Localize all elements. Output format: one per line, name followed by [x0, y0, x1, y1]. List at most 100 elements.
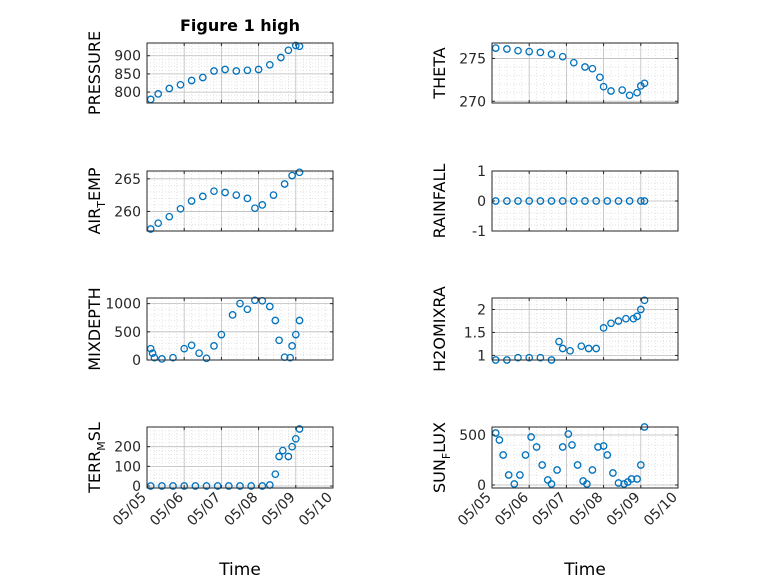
y-label-subscript: T	[95, 201, 108, 209]
data-point	[251, 204, 259, 213]
subplot-4: -1 0 1 RAINFALL	[430, 164, 679, 240]
data-point	[291, 434, 300, 443]
data-point	[536, 197, 545, 205]
data-point	[625, 91, 634, 100]
data-point	[503, 45, 511, 53]
data-point	[514, 197, 522, 205]
y-label-text: TERR	[85, 451, 104, 494]
y-tick-label: 100	[114, 459, 141, 475]
data-point	[599, 324, 608, 332]
data-point	[148, 349, 157, 358]
data-point	[169, 353, 177, 362]
data-point	[284, 452, 293, 461]
data-point	[198, 73, 207, 82]
data-point	[275, 452, 283, 461]
axes-box	[146, 170, 334, 232]
y-axis-label: RAINFALL	[430, 164, 449, 239]
data-point	[547, 197, 556, 205]
data-point	[195, 349, 203, 358]
data-point	[555, 337, 563, 346]
data-point	[614, 317, 623, 325]
data-point	[599, 82, 608, 91]
data-point	[581, 197, 589, 205]
data-point	[236, 482, 244, 490]
data-point	[558, 197, 567, 205]
y-tick-label: 850	[114, 67, 141, 83]
data-point	[202, 482, 211, 490]
data-point	[532, 443, 541, 451]
data-point	[607, 319, 615, 328]
data-point	[553, 466, 561, 474]
axes-box	[146, 42, 334, 104]
data-point	[165, 212, 174, 221]
data-point	[284, 46, 293, 55]
data-point	[581, 63, 589, 71]
data-point	[187, 76, 196, 85]
data-point	[247, 482, 256, 490]
data-point	[243, 305, 252, 314]
y-tick-label: 1.5	[464, 325, 486, 341]
data-point	[592, 197, 601, 205]
data-point	[288, 171, 296, 180]
data-point	[633, 312, 641, 321]
data-point	[633, 475, 641, 483]
data-point	[224, 482, 233, 490]
y-label-text-after: EMP	[85, 167, 104, 201]
data-point	[573, 461, 582, 469]
y-tick-label: 0	[132, 479, 141, 495]
axes-box	[491, 426, 679, 489]
data-point	[221, 65, 229, 74]
data-point	[288, 342, 296, 350]
y-tick-label: 800	[114, 85, 141, 101]
data-point	[577, 342, 586, 351]
data-point	[154, 90, 163, 98]
data-point	[607, 87, 615, 95]
y-label-text: H2OMIXRA	[430, 286, 449, 372]
data-point	[217, 330, 226, 339]
data-point	[221, 188, 229, 197]
x-tick-label: 05/09	[259, 490, 299, 530]
plot-area	[147, 298, 333, 360]
data-point	[636, 197, 645, 205]
y-axis-label: SUNFLUX	[430, 422, 453, 493]
data-point	[158, 482, 166, 490]
y-axis-label: MIXDEPTH	[85, 287, 104, 370]
data-point	[504, 471, 513, 479]
data-point	[187, 341, 196, 350]
data-point	[165, 84, 174, 93]
x-axis-label: Time	[563, 560, 606, 580]
data-point	[210, 187, 218, 196]
y-label-subscript: M	[95, 441, 108, 451]
data-point	[547, 50, 556, 58]
data-point	[176, 204, 185, 213]
data-point	[503, 197, 511, 205]
x-tick-label: 05/07	[184, 490, 224, 530]
data-point	[594, 443, 602, 451]
data-point	[596, 73, 604, 82]
data-point	[599, 442, 608, 450]
y-label-text: AIR	[85, 208, 104, 235]
plot-area	[147, 427, 333, 488]
data-point	[495, 436, 504, 444]
y-tick-label: 200	[114, 440, 141, 456]
y-tick-label: 500	[459, 428, 486, 444]
data-point	[569, 58, 578, 67]
axes-box	[146, 297, 334, 361]
subplot-2: 270 275 THETA	[430, 42, 679, 110]
data-point	[210, 67, 218, 75]
data-point	[280, 180, 289, 188]
data-point	[158, 355, 166, 363]
data-point	[236, 299, 244, 308]
data-point	[618, 86, 627, 94]
y-axis-label: THETA	[430, 47, 449, 99]
data-point	[150, 353, 159, 362]
data-point	[625, 197, 634, 205]
data-point	[176, 80, 185, 89]
data-point	[180, 344, 189, 353]
y-tick-label: 2	[477, 302, 486, 318]
data-point	[243, 194, 252, 203]
data-point	[278, 446, 287, 455]
data-point	[622, 314, 630, 323]
data-point	[603, 197, 612, 205]
